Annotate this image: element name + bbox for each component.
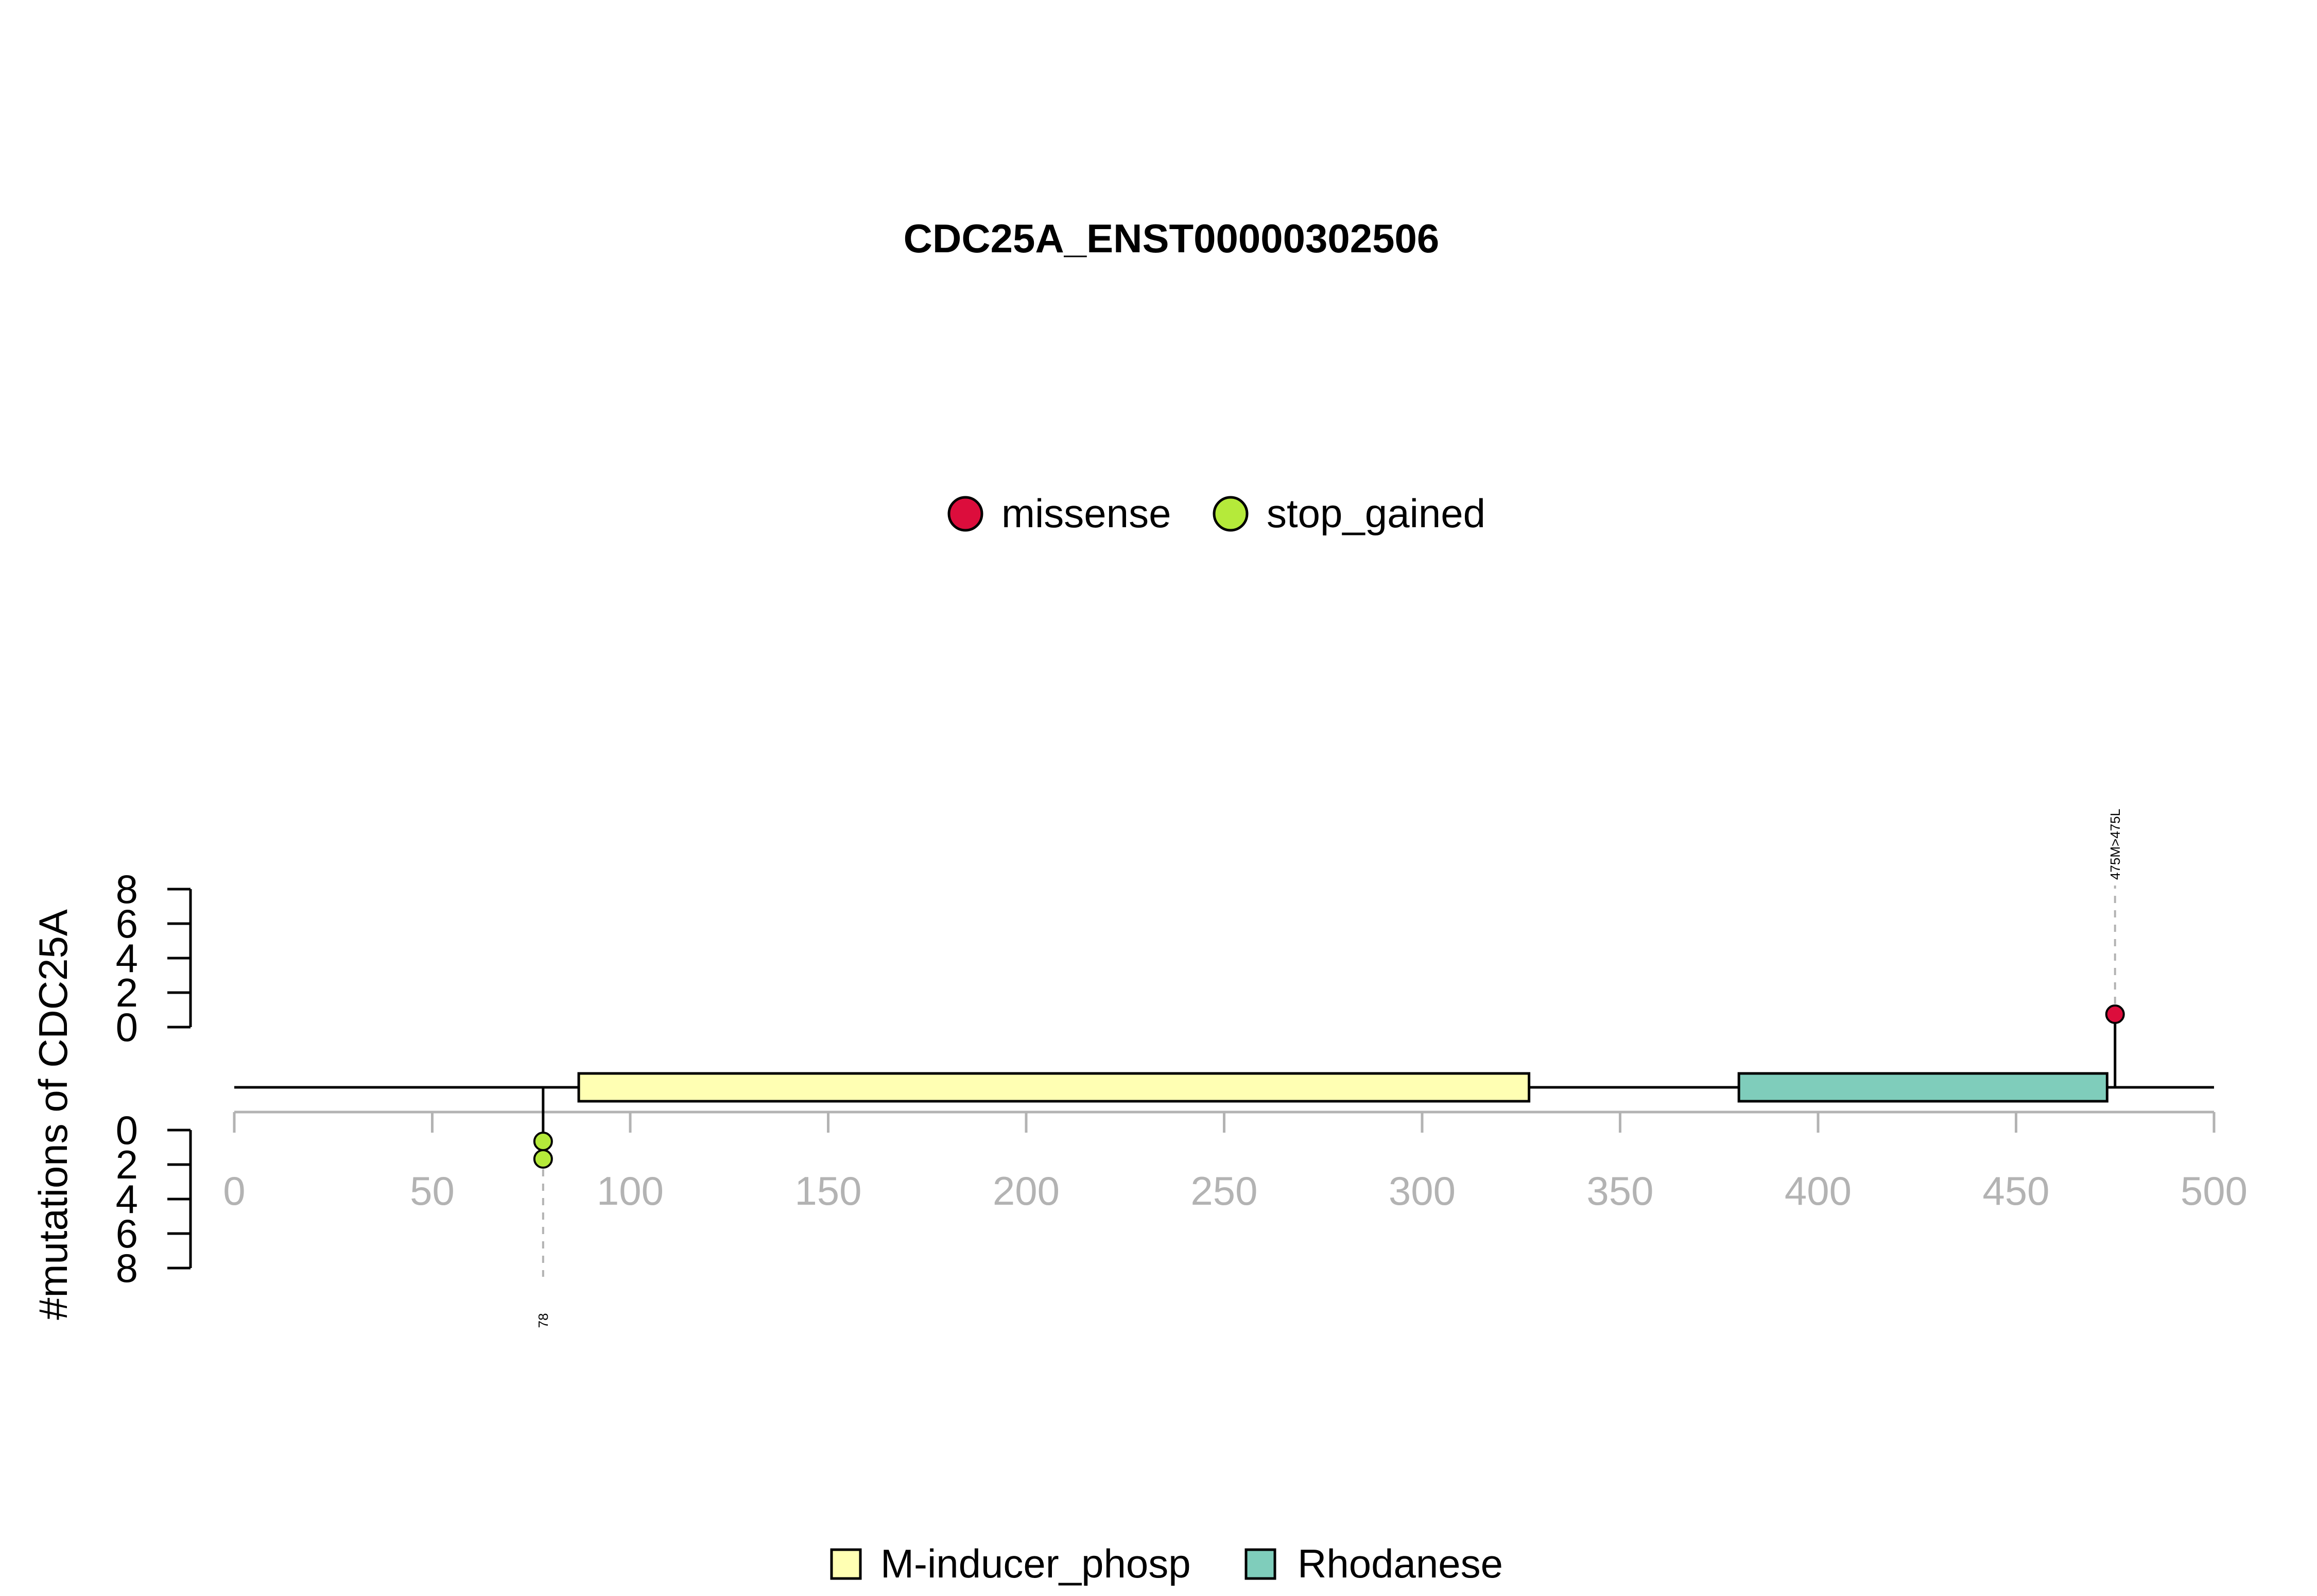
domain-bar [577, 1072, 1531, 1103]
x-tick-label: 0 [223, 1168, 245, 1213]
x-tick-label: 400 [1785, 1168, 1852, 1213]
mutation-label: 78 [535, 1313, 551, 1328]
y-bottom-tick-label: 6 [116, 1211, 138, 1256]
legend-m-inducer-label: M-inducer_phosp [880, 1541, 1191, 1586]
legend-missense-swatch [947, 496, 983, 532]
domain-legend: M-inducer_phosp Rhodanese [830, 1541, 1503, 1586]
legend-stop-gained-label: stop_gained [1267, 491, 1485, 536]
x-tick-label: 100 [597, 1168, 664, 1213]
x-tick-label: 200 [993, 1168, 1060, 1213]
y-top-tick-label: 2 [116, 970, 138, 1015]
mutation-label: 475M>475L [2107, 809, 2123, 880]
domain-bar [1737, 1072, 2108, 1103]
mutations: 475M>475L 78 [533, 809, 2125, 1328]
x-tick-label: 350 [1586, 1168, 1653, 1213]
y-top-tick-label: 0 [116, 1004, 138, 1050]
y-bottom-tick-label: 8 [116, 1245, 138, 1291]
y-bottom-tick-label: 0 [116, 1107, 138, 1153]
chart-title: CDC25A_ENST00000302506 [904, 216, 1440, 261]
mutation-point [533, 1132, 553, 1151]
protein-domains [577, 1072, 2108, 1103]
mutation-point [2105, 1004, 2125, 1024]
x-tick-label: 500 [2181, 1168, 2247, 1213]
legend-rhodanese-label: Rhodanese [1298, 1541, 1503, 1586]
x-tick-label: 450 [1982, 1168, 2049, 1213]
legend-m-inducer-swatch [830, 1548, 862, 1580]
x-tick-label: 250 [1190, 1168, 1257, 1213]
y-top-tick-label: 4 [116, 935, 138, 981]
x-tick-label: 50 [410, 1168, 455, 1213]
mutation-point [533, 1149, 553, 1169]
y-bottom-tick-label: 2 [116, 1142, 138, 1187]
mutation-legend: missense stop_gained [947, 491, 1485, 536]
x-tick-label: 150 [794, 1168, 861, 1213]
y-axis-label: #mutations of CDC25A [30, 909, 76, 1320]
x-axis: 0 50 100 150 200 250 300 350 400 450 500 [223, 1111, 2247, 1213]
legend-missense-label: missense [1001, 491, 1171, 536]
x-tick-label: 300 [1389, 1168, 1456, 1213]
y-top-tick-label: 6 [116, 901, 138, 946]
legend-rhodanese-swatch [1244, 1548, 1276, 1580]
y-bottom-tick-label: 4 [116, 1176, 138, 1222]
y-top-tick-label: 8 [116, 866, 138, 912]
legend-stop-gained-swatch [1213, 496, 1249, 532]
